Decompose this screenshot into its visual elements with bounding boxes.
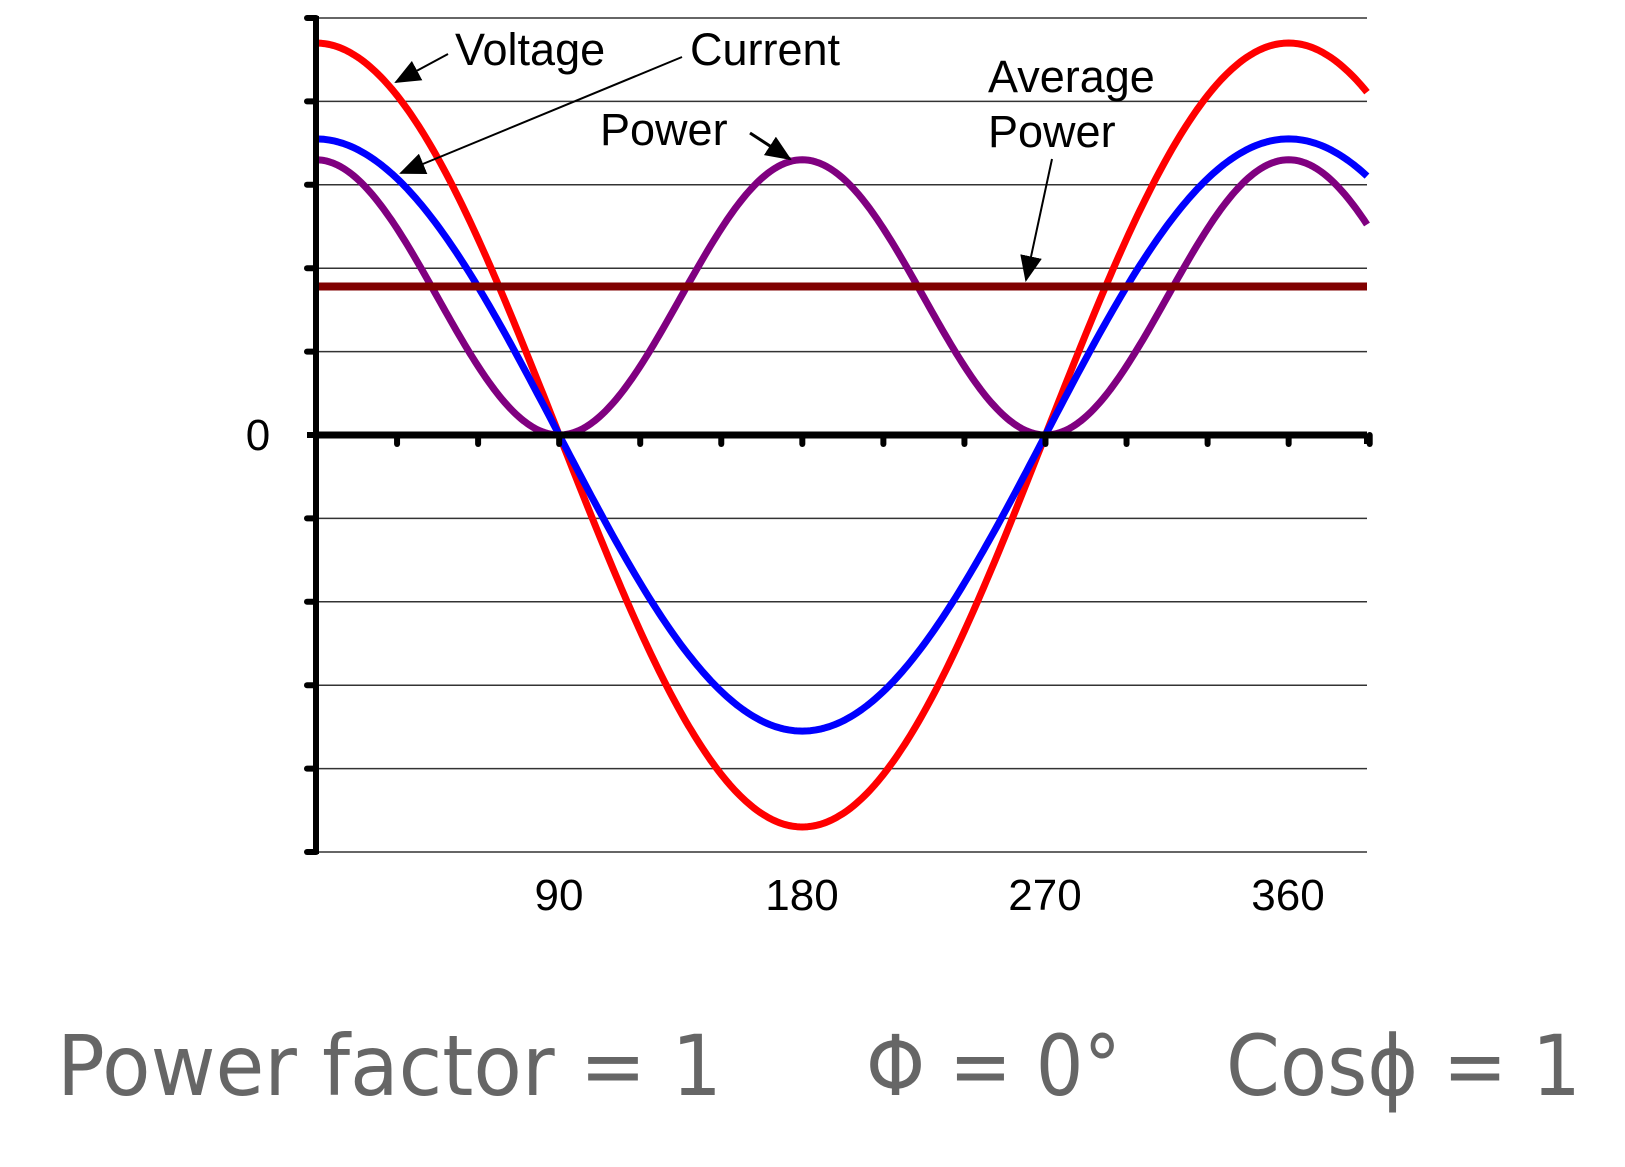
- caption-cos-phi: Cosϕ = 1: [1226, 1017, 1581, 1115]
- x-tick-label-270: 270: [1008, 871, 1081, 920]
- label-current: Current: [690, 24, 841, 75]
- series-voltage: [315, 39, 1370, 831]
- tick-labels: 0 90 180 270 360: [246, 411, 1325, 920]
- series-current: [315, 135, 1370, 735]
- annotations: Voltage Current Power Average Power: [394, 24, 1155, 282]
- caption-phi: Φ = 0°: [866, 1017, 1121, 1115]
- label-average-power: Power: [988, 106, 1116, 157]
- caption-power-factor: Power factor = 1: [57, 1017, 722, 1115]
- axes: [304, 15, 1373, 855]
- x-tick-label-360: 360: [1251, 871, 1324, 920]
- power-arrow: [749, 131, 792, 161]
- label-voltage: Voltage: [455, 24, 605, 75]
- x-tick-label-90: 90: [535, 871, 584, 920]
- x-tick-label-180: 180: [765, 871, 838, 920]
- label-power: Power: [600, 104, 728, 155]
- label-average: Average: [988, 51, 1155, 102]
- series-power: [315, 156, 1370, 439]
- average-power-arrow: [1020, 158, 1053, 282]
- y-tick-label-0: 0: [246, 411, 270, 460]
- current-arrow: [399, 56, 683, 175]
- captions: Power factor = 1 Φ = 0° Cosϕ = 1: [57, 1017, 1581, 1115]
- curves: [315, 39, 1370, 831]
- voltage-arrow: [394, 53, 449, 83]
